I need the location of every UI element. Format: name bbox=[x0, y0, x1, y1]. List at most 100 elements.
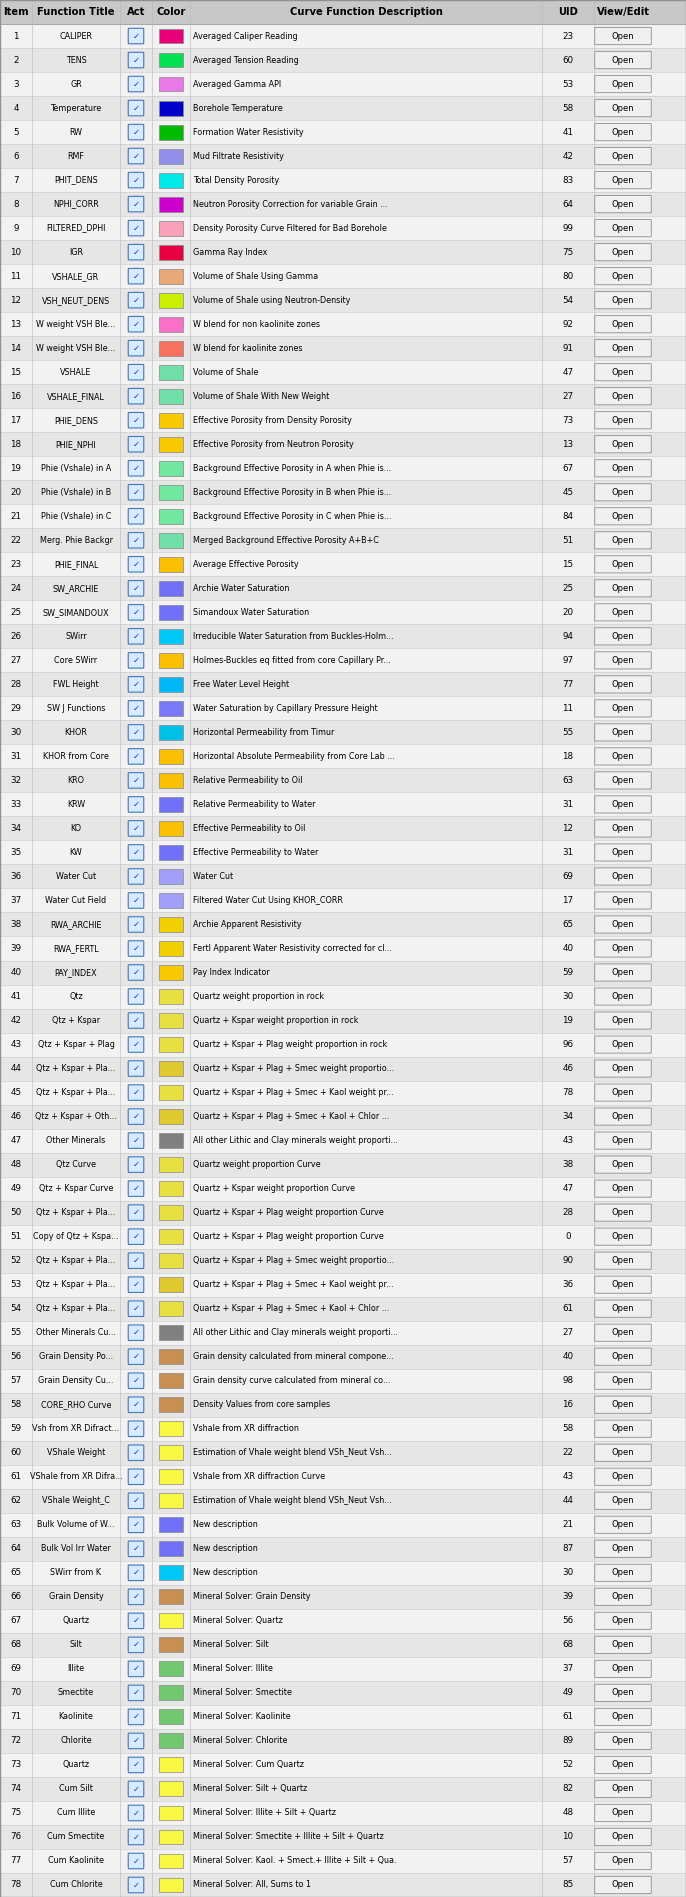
Text: Qtz + Kspar + Oth...: Qtz + Kspar + Oth... bbox=[35, 1112, 117, 1121]
Text: Open: Open bbox=[612, 1880, 635, 1889]
FancyBboxPatch shape bbox=[595, 1205, 651, 1222]
Text: Averaged Caliper Reading: Averaged Caliper Reading bbox=[193, 32, 298, 40]
Text: 73: 73 bbox=[10, 1760, 22, 1770]
Text: 47: 47 bbox=[563, 1184, 573, 1193]
Text: ✓: ✓ bbox=[132, 321, 139, 328]
Text: Mineral Solver: Silt: Mineral Solver: Silt bbox=[193, 1641, 268, 1648]
FancyBboxPatch shape bbox=[128, 797, 144, 812]
Text: 69: 69 bbox=[10, 1664, 21, 1673]
Text: ✓: ✓ bbox=[132, 1880, 139, 1889]
FancyBboxPatch shape bbox=[128, 197, 144, 212]
Text: 62: 62 bbox=[10, 1497, 21, 1506]
Bar bbox=[0, 672, 686, 696]
Text: Grain Density Cu...: Grain Density Cu... bbox=[38, 1375, 114, 1385]
FancyBboxPatch shape bbox=[595, 459, 651, 476]
FancyBboxPatch shape bbox=[595, 628, 651, 645]
Text: Cum Smectite: Cum Smectite bbox=[47, 1833, 105, 1842]
Bar bbox=[159, 966, 183, 981]
Text: 60: 60 bbox=[10, 1447, 21, 1457]
Text: 11: 11 bbox=[563, 704, 573, 713]
Bar bbox=[0, 408, 686, 433]
Text: Volume of Shale: Volume of Shale bbox=[193, 368, 259, 378]
Text: KHOR: KHOR bbox=[64, 728, 87, 736]
Text: ✓: ✓ bbox=[132, 512, 139, 522]
Text: 45: 45 bbox=[563, 488, 573, 497]
Text: Mineral Solver: Illite: Mineral Solver: Illite bbox=[193, 1664, 273, 1673]
Text: Open: Open bbox=[612, 751, 635, 761]
Text: 56: 56 bbox=[563, 1616, 573, 1626]
Text: Water Cut Field: Water Cut Field bbox=[45, 895, 106, 905]
Text: Open: Open bbox=[612, 535, 635, 544]
Text: ✓: ✓ bbox=[132, 32, 139, 40]
Bar bbox=[159, 558, 183, 571]
Text: Cum Silt: Cum Silt bbox=[59, 1785, 93, 1793]
FancyBboxPatch shape bbox=[595, 387, 651, 404]
Bar bbox=[159, 580, 183, 596]
FancyBboxPatch shape bbox=[595, 1372, 651, 1389]
Text: 69: 69 bbox=[563, 873, 573, 880]
Text: 31: 31 bbox=[563, 801, 573, 808]
Bar bbox=[159, 844, 183, 859]
Text: ✓: ✓ bbox=[132, 415, 139, 425]
FancyBboxPatch shape bbox=[595, 364, 651, 381]
Text: Relative Permeability to Water: Relative Permeability to Water bbox=[193, 801, 316, 808]
Bar bbox=[0, 1777, 686, 1800]
Text: Open: Open bbox=[612, 1305, 635, 1313]
FancyBboxPatch shape bbox=[128, 869, 144, 884]
Text: ✓: ✓ bbox=[132, 1688, 139, 1698]
Text: 34: 34 bbox=[563, 1112, 573, 1121]
Text: Open: Open bbox=[612, 1064, 635, 1074]
Bar bbox=[0, 649, 686, 672]
Bar bbox=[0, 937, 686, 960]
Bar bbox=[0, 1825, 686, 1850]
Text: 58: 58 bbox=[563, 104, 573, 112]
FancyBboxPatch shape bbox=[595, 964, 651, 981]
Text: Qtz + Kspar + Pla...: Qtz + Kspar + Pla... bbox=[36, 1089, 116, 1096]
Text: Open: Open bbox=[612, 1616, 635, 1626]
FancyBboxPatch shape bbox=[595, 1108, 651, 1125]
Text: 55: 55 bbox=[563, 728, 573, 736]
FancyBboxPatch shape bbox=[128, 292, 144, 307]
Text: Volume of Shale using Neutron-Density: Volume of Shale using Neutron-Density bbox=[193, 296, 351, 305]
FancyBboxPatch shape bbox=[128, 484, 144, 501]
Text: Item: Item bbox=[3, 8, 29, 17]
Text: Mineral Solver: Illite + Silt + Quartz: Mineral Solver: Illite + Silt + Quartz bbox=[193, 1808, 336, 1817]
Bar bbox=[159, 1470, 183, 1483]
Text: Qtz + Kspar + Pla...: Qtz + Kspar + Pla... bbox=[36, 1305, 116, 1313]
Bar bbox=[0, 1633, 686, 1656]
Text: 33: 33 bbox=[10, 801, 22, 808]
Text: Effective Porosity from Neutron Porosity: Effective Porosity from Neutron Porosity bbox=[193, 440, 354, 450]
Bar bbox=[0, 1512, 686, 1537]
FancyBboxPatch shape bbox=[128, 148, 144, 163]
Bar bbox=[159, 1734, 183, 1749]
Text: 20: 20 bbox=[10, 488, 21, 497]
Text: Grain Density: Grain Density bbox=[49, 1592, 104, 1601]
Bar bbox=[0, 1201, 686, 1225]
Text: Water Cut: Water Cut bbox=[193, 873, 233, 880]
Text: Mineral Solver: Kaolinite: Mineral Solver: Kaolinite bbox=[193, 1713, 291, 1721]
FancyBboxPatch shape bbox=[128, 125, 144, 140]
Text: 46: 46 bbox=[10, 1112, 21, 1121]
Text: GR: GR bbox=[70, 80, 82, 89]
Text: 17: 17 bbox=[10, 415, 21, 425]
Bar bbox=[159, 292, 183, 307]
Text: Effective Porosity from Density Porosity: Effective Porosity from Density Porosity bbox=[193, 415, 352, 425]
Bar bbox=[0, 47, 686, 72]
Text: Averaged Tension Reading: Averaged Tension Reading bbox=[193, 55, 298, 64]
Text: Horizontal Absolute Permeability from Core Lab ...: Horizontal Absolute Permeability from Co… bbox=[193, 751, 394, 761]
FancyBboxPatch shape bbox=[595, 243, 651, 260]
Bar bbox=[159, 1301, 183, 1317]
Bar bbox=[0, 480, 686, 505]
FancyBboxPatch shape bbox=[595, 675, 651, 692]
Text: ✓: ✓ bbox=[132, 704, 139, 713]
FancyBboxPatch shape bbox=[595, 892, 651, 909]
Text: Open: Open bbox=[612, 1447, 635, 1457]
Text: ✓: ✓ bbox=[132, 632, 139, 641]
Bar bbox=[159, 893, 183, 909]
Text: IGR: IGR bbox=[69, 249, 83, 256]
Text: Other Minerals Cu...: Other Minerals Cu... bbox=[36, 1328, 116, 1337]
Text: 46: 46 bbox=[563, 1064, 573, 1074]
Text: Relative Permeability to Oil: Relative Permeability to Oil bbox=[193, 776, 303, 785]
FancyBboxPatch shape bbox=[595, 580, 651, 598]
FancyBboxPatch shape bbox=[595, 988, 651, 1005]
